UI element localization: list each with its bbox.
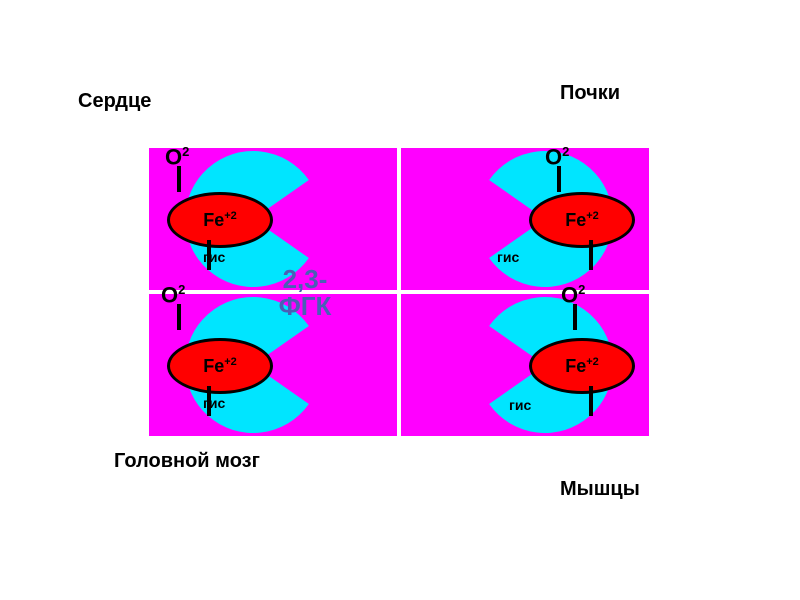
label-bottom-right: Мышцы <box>560 478 640 501</box>
heme-ellipse: Fe+2 <box>167 338 273 394</box>
bond-o2 <box>557 166 561 192</box>
subunit-tr: O2Fe+2гис <box>401 148 649 290</box>
his-label: гис <box>203 250 227 264</box>
bond-his <box>589 386 593 416</box>
label-top-left: Сердце <box>78 90 151 113</box>
label-top-right: Почки <box>560 82 620 105</box>
bond-his <box>589 240 593 270</box>
heme-ellipse: Fe+2 <box>167 192 273 248</box>
label-bottom-left: Головной мозг <box>114 450 260 473</box>
his-label: гис <box>203 396 227 410</box>
diagram-stage: Сердце Почки Головной мозг Мышцы O2 Fe+2 г… <box>0 0 800 600</box>
center-label: 2,3-ФГК <box>260 266 350 321</box>
bond-o2 <box>177 304 181 330</box>
bond-o2 <box>573 304 577 330</box>
o2-label: O2 <box>161 282 185 308</box>
his-label: гис <box>497 250 521 264</box>
bond-o2 <box>177 166 181 192</box>
his-label: гис <box>509 398 533 412</box>
subunit-grid: O2Fe+2гис O2Fe+2гис O2Fe+2гис O2Fe+2гис <box>149 148 649 436</box>
subunit-br: O2Fe+2гис <box>401 294 649 436</box>
heme-ellipse: Fe+2 <box>529 338 635 394</box>
heme-ellipse: Fe+2 <box>529 192 635 248</box>
